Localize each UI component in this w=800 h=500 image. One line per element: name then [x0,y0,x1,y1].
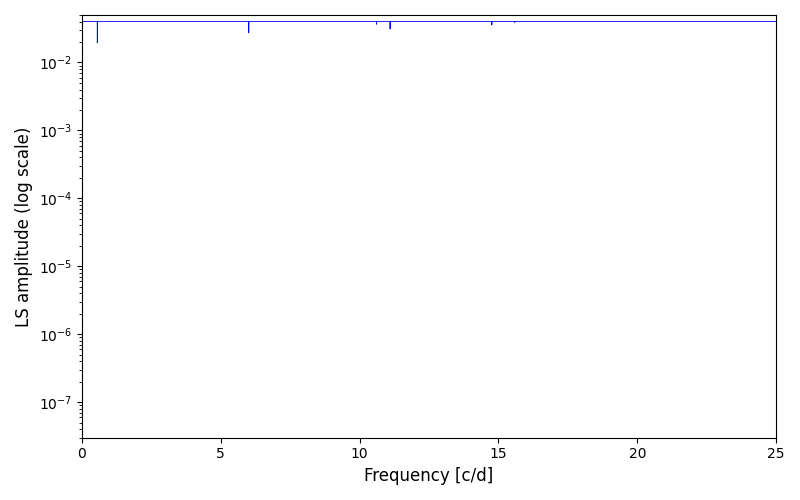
X-axis label: Frequency [c/d]: Frequency [c/d] [364,467,494,485]
Y-axis label: LS amplitude (log scale): LS amplitude (log scale) [15,126,33,326]
